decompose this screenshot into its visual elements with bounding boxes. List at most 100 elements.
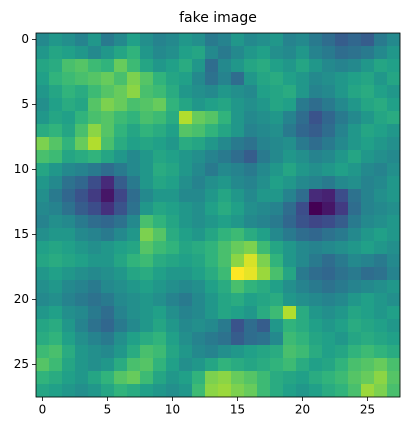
heatmap-cell: [166, 371, 180, 385]
heatmap-cell: [36, 72, 50, 86]
heatmap-cell: [348, 267, 362, 281]
heatmap-cell: [49, 111, 63, 125]
heatmap-cell: [127, 371, 141, 385]
heatmap-cell: [374, 59, 388, 73]
heatmap-cell: [322, 163, 336, 177]
heatmap-cell: [335, 98, 349, 112]
heatmap-cell: [140, 371, 154, 385]
heatmap-cell: [218, 358, 232, 372]
heatmap-cell: [192, 189, 206, 203]
heatmap-cell: [374, 33, 388, 47]
heatmap-cell: [387, 241, 401, 255]
heatmap-cell: [114, 85, 128, 99]
heatmap-cell: [309, 124, 323, 138]
heatmap-cell: [179, 332, 193, 346]
heatmap-cell: [62, 254, 76, 268]
heatmap-cell: [75, 280, 89, 294]
heatmap-cell: [166, 319, 180, 333]
heatmap-cell: [36, 85, 50, 99]
heatmap-cell: [296, 111, 310, 125]
heatmap-cell: [335, 254, 349, 268]
heatmap-cell: [166, 384, 180, 398]
heatmap-cell: [49, 46, 63, 60]
heatmap-cell: [231, 332, 245, 346]
heatmap-cell: [322, 345, 336, 359]
heatmap-cell: [296, 384, 310, 398]
heatmap-cell: [374, 46, 388, 60]
heatmap-cell: [101, 319, 115, 333]
heatmap-cell: [322, 59, 336, 73]
heatmap-cell: [296, 254, 310, 268]
heatmap-cell: [88, 267, 102, 281]
heatmap-cell: [36, 280, 50, 294]
heatmap-cell: [270, 332, 284, 346]
heatmap-cell: [75, 150, 89, 164]
heatmap-cell: [36, 384, 50, 398]
heatmap-cell: [361, 85, 375, 99]
heatmap-cell: [205, 371, 219, 385]
heatmap-cell: [361, 267, 375, 281]
heatmap-cell: [140, 228, 154, 242]
heatmap-cell: [179, 98, 193, 112]
heatmap-cell: [361, 293, 375, 307]
heatmap-cell: [374, 137, 388, 151]
heatmap-cell: [114, 59, 128, 73]
heatmap-cell: [374, 358, 388, 372]
heatmap-cell: [244, 293, 258, 307]
heatmap-cell: [49, 215, 63, 229]
heatmap-cell: [192, 124, 206, 138]
heatmap-cell: [309, 241, 323, 255]
heatmap-cell: [62, 111, 76, 125]
heatmap-cell: [62, 215, 76, 229]
heatmap-cell: [179, 306, 193, 320]
heatmap-cell: [231, 124, 245, 138]
heatmap-cell: [140, 111, 154, 125]
heatmap-cell: [114, 384, 128, 398]
x-tick-label: 20: [295, 403, 310, 417]
heatmap-cell: [153, 306, 167, 320]
heatmap-cell: [179, 241, 193, 255]
heatmap-cell: [192, 33, 206, 47]
x-tick-label: 5: [104, 403, 112, 417]
heatmap-cell: [296, 150, 310, 164]
heatmap-cell: [140, 46, 154, 60]
heatmap-cell: [49, 228, 63, 242]
heatmap-cell: [114, 358, 128, 372]
heatmap-cell: [62, 358, 76, 372]
heatmap-cell: [127, 280, 141, 294]
heatmap-cell: [348, 332, 362, 346]
heatmap-cell: [36, 98, 50, 112]
heatmap-cell: [335, 215, 349, 229]
heatmap-cell: [153, 371, 167, 385]
heatmap-cell: [361, 254, 375, 268]
heatmap-cell: [296, 358, 310, 372]
heatmap-cell: [179, 293, 193, 307]
heatmap-cell: [361, 124, 375, 138]
heatmap-cell: [101, 345, 115, 359]
heatmap-cell: [309, 358, 323, 372]
heatmap-cell: [257, 332, 271, 346]
heatmap-cell: [270, 33, 284, 47]
heatmap-cell: [270, 85, 284, 99]
heatmap-cell: [75, 293, 89, 307]
heatmap-cell: [296, 345, 310, 359]
heatmap-cell: [361, 189, 375, 203]
heatmap-cell: [257, 241, 271, 255]
heatmap-cell: [335, 137, 349, 151]
heatmap-cell: [361, 241, 375, 255]
heatmap-cell: [62, 202, 76, 216]
heatmap-cell: [88, 241, 102, 255]
heatmap-cell: [322, 176, 336, 190]
heatmap-cell: [75, 98, 89, 112]
heatmap-cell: [309, 33, 323, 47]
heatmap-cell: [296, 85, 310, 99]
heatmap-cell: [270, 293, 284, 307]
heatmap-cell: [283, 176, 297, 190]
heatmap-cell: [244, 241, 258, 255]
heatmap-cell: [335, 319, 349, 333]
heatmap-cell: [335, 228, 349, 242]
heatmap-cell: [270, 319, 284, 333]
heatmap-cell: [387, 293, 401, 307]
heatmap-cell: [88, 124, 102, 138]
heatmap-cell: [49, 189, 63, 203]
